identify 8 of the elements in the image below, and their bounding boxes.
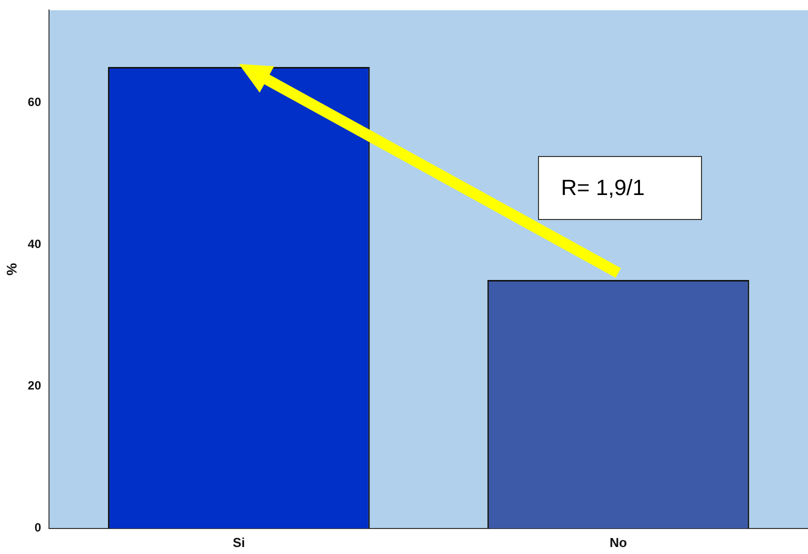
x-tick-label: No (610, 534, 628, 550)
y-tick-label: 20 (28, 378, 42, 393)
y-tick-label: 40 (28, 236, 42, 251)
text-box: R= 1,9/1 (538, 156, 702, 220)
y-axis-title: % (3, 262, 20, 276)
x-tick-label: Si (232, 534, 246, 550)
y-tick-label: 60 (28, 94, 42, 109)
y-tick-label: 0 (34, 520, 42, 535)
